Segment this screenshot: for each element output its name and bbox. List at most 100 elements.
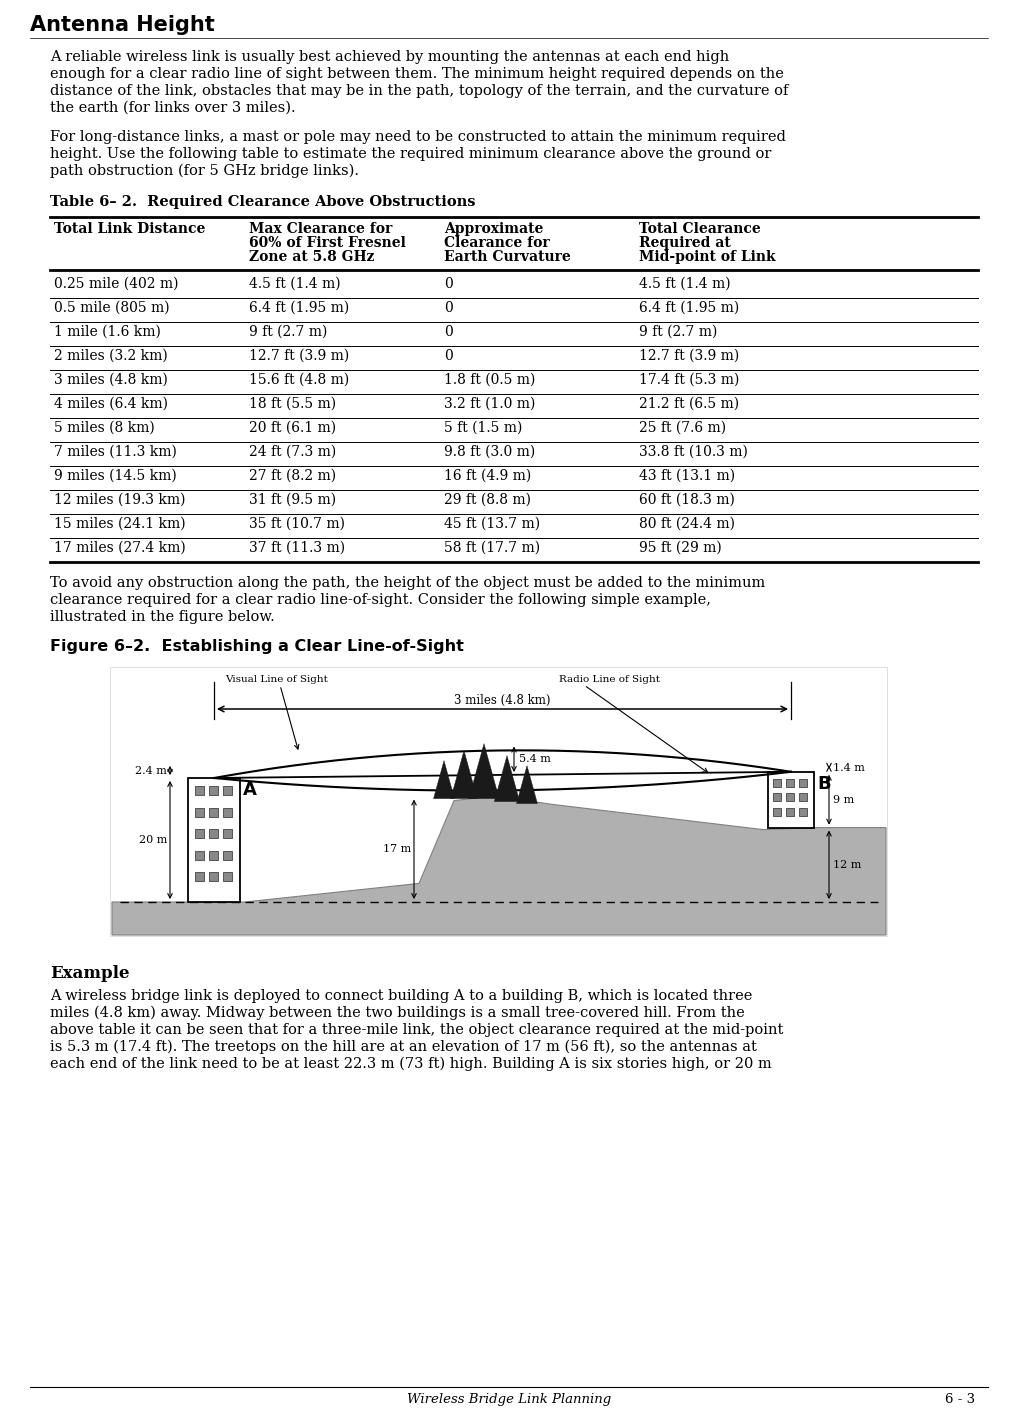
- Text: For long-distance links, a mast or pole may need to be constructed to attain the: For long-distance links, a mast or pole …: [50, 130, 786, 144]
- Text: 20 m: 20 m: [138, 835, 167, 845]
- Bar: [786, 808, 794, 816]
- Polygon shape: [495, 756, 519, 802]
- Text: 9 m: 9 m: [833, 795, 854, 805]
- Polygon shape: [516, 766, 538, 804]
- Text: above table it can be seen that for a three-mile link, the object clearance requ: above table it can be seen that for a th…: [50, 1024, 784, 1036]
- Text: 1 mile (1.6 km): 1 mile (1.6 km): [54, 324, 161, 338]
- Text: 5 ft (1.5 m): 5 ft (1.5 m): [444, 422, 522, 436]
- Text: Example: Example: [50, 964, 129, 981]
- Bar: [773, 808, 781, 816]
- Text: Radio Line of Sight: Radio Line of Sight: [559, 675, 660, 684]
- Bar: [799, 808, 807, 816]
- Text: the earth (for links over 3 miles).: the earth (for links over 3 miles).: [50, 102, 295, 116]
- Text: 20 ft (6.1 m): 20 ft (6.1 m): [249, 422, 336, 436]
- Text: 12.7 ft (3.9 m): 12.7 ft (3.9 m): [249, 350, 349, 362]
- Bar: [209, 785, 218, 795]
- Bar: [188, 778, 240, 902]
- Bar: [223, 829, 232, 838]
- Text: 3 miles (4.8 km): 3 miles (4.8 km): [54, 374, 168, 386]
- Text: Figure 6–2.  Establishing a Clear Line-of-Sight: Figure 6–2. Establishing a Clear Line-of…: [50, 639, 464, 654]
- Text: Mid-point of Link: Mid-point of Link: [639, 250, 776, 264]
- Text: 31 ft (9.5 m): 31 ft (9.5 m): [249, 493, 336, 508]
- Text: Antenna Height: Antenna Height: [30, 16, 215, 35]
- Text: 4 miles (6.4 km): 4 miles (6.4 km): [54, 398, 168, 410]
- Bar: [111, 668, 887, 936]
- Text: 12.7 ft (3.9 m): 12.7 ft (3.9 m): [639, 350, 739, 362]
- Polygon shape: [112, 797, 886, 935]
- Bar: [195, 785, 204, 795]
- Text: 24 ft (7.3 m): 24 ft (7.3 m): [249, 446, 336, 460]
- Bar: [195, 873, 204, 881]
- Text: distance of the link, obstacles that may be in the path, topology of the terrain: distance of the link, obstacles that may…: [50, 85, 788, 99]
- Text: 9 ft (2.7 m): 9 ft (2.7 m): [249, 324, 328, 338]
- Text: path obstruction (for 5 GHz bridge links).: path obstruction (for 5 GHz bridge links…: [50, 164, 359, 179]
- Bar: [786, 794, 794, 801]
- Text: Table 6– 2.  Required Clearance Above Obstructions: Table 6– 2. Required Clearance Above Obs…: [50, 195, 475, 209]
- Text: 3 miles (4.8 km): 3 miles (4.8 km): [454, 694, 551, 706]
- Text: 17 m: 17 m: [383, 845, 411, 854]
- Text: 9.8 ft (3.0 m): 9.8 ft (3.0 m): [444, 446, 535, 460]
- Text: each end of the link need to be at least 22.3 m (73 ft) high. Building A is six : each end of the link need to be at least…: [50, 1058, 772, 1072]
- Bar: [209, 850, 218, 860]
- Bar: [799, 778, 807, 787]
- Text: 37 ft (11.3 m): 37 ft (11.3 m): [249, 541, 345, 556]
- Text: 1.4 m: 1.4 m: [833, 763, 865, 773]
- Text: A: A: [243, 781, 257, 799]
- Text: 0: 0: [444, 276, 453, 290]
- Bar: [223, 850, 232, 860]
- Bar: [110, 667, 888, 938]
- Bar: [223, 873, 232, 881]
- Text: Wireless Bridge Link Planning: Wireless Bridge Link Planning: [407, 1393, 611, 1406]
- Text: A reliable wireless link is usually best achieved by mounting the antennas at ea: A reliable wireless link is usually best…: [50, 49, 729, 63]
- Text: To avoid any obstruction along the path, the height of the object must be added : To avoid any obstruction along the path,…: [50, 577, 766, 589]
- Text: Clearance for: Clearance for: [444, 235, 550, 250]
- Polygon shape: [469, 743, 499, 798]
- Text: Earth Curvature: Earth Curvature: [444, 250, 571, 264]
- Text: 35 ft (10.7 m): 35 ft (10.7 m): [249, 517, 345, 532]
- Text: clearance required for a clear radio line-of-sight. Consider the following simpl: clearance required for a clear radio lin…: [50, 594, 711, 606]
- Text: 7 miles (11.3 km): 7 miles (11.3 km): [54, 446, 177, 460]
- Text: 2 miles (3.2 km): 2 miles (3.2 km): [54, 350, 168, 362]
- Text: 45 ft (13.7 m): 45 ft (13.7 m): [444, 517, 541, 532]
- Text: 4.5 ft (1.4 m): 4.5 ft (1.4 m): [639, 276, 731, 290]
- Bar: [209, 873, 218, 881]
- Text: enough for a clear radio line of sight between them. The minimum height required: enough for a clear radio line of sight b…: [50, 68, 784, 80]
- Text: 27 ft (8.2 m): 27 ft (8.2 m): [249, 470, 336, 484]
- Text: Total Link Distance: Total Link Distance: [54, 221, 206, 235]
- Bar: [773, 794, 781, 801]
- Text: 21.2 ft (6.5 m): 21.2 ft (6.5 m): [639, 398, 739, 410]
- Text: 43 ft (13.1 m): 43 ft (13.1 m): [639, 470, 735, 484]
- Text: Approximate: Approximate: [444, 221, 544, 235]
- Text: 3.2 ft (1.0 m): 3.2 ft (1.0 m): [444, 398, 535, 410]
- Bar: [223, 785, 232, 795]
- Bar: [195, 850, 204, 860]
- Bar: [786, 778, 794, 787]
- Text: 2.4 m: 2.4 m: [135, 766, 167, 776]
- Text: 6 - 3: 6 - 3: [945, 1393, 975, 1406]
- Polygon shape: [434, 760, 454, 798]
- Text: 17 miles (27.4 km): 17 miles (27.4 km): [54, 541, 185, 556]
- Text: 58 ft (17.7 m): 58 ft (17.7 m): [444, 541, 541, 556]
- Text: Required at: Required at: [639, 235, 731, 250]
- Polygon shape: [451, 750, 477, 798]
- Text: Total Clearance: Total Clearance: [639, 221, 760, 235]
- Text: Zone at 5.8 GHz: Zone at 5.8 GHz: [249, 250, 375, 264]
- Text: height. Use the following table to estimate the required minimum clearance above: height. Use the following table to estim…: [50, 147, 772, 161]
- Text: 4.5 ft (1.4 m): 4.5 ft (1.4 m): [249, 276, 341, 290]
- Text: 17.4 ft (5.3 m): 17.4 ft (5.3 m): [639, 374, 739, 386]
- Text: 5 miles (8 km): 5 miles (8 km): [54, 422, 155, 436]
- Text: A wireless bridge link is deployed to connect building A to a building B, which : A wireless bridge link is deployed to co…: [50, 988, 752, 1003]
- Text: 12 miles (19.3 km): 12 miles (19.3 km): [54, 493, 185, 508]
- Text: 1.8 ft (0.5 m): 1.8 ft (0.5 m): [444, 374, 535, 386]
- Text: 0: 0: [444, 300, 453, 314]
- Text: 0.5 mile (805 m): 0.5 mile (805 m): [54, 300, 170, 314]
- Text: 95 ft (29 m): 95 ft (29 m): [639, 541, 722, 556]
- Text: 16 ft (4.9 m): 16 ft (4.9 m): [444, 470, 531, 484]
- Text: 5.4 m: 5.4 m: [519, 754, 551, 764]
- Bar: [768, 771, 814, 828]
- Text: 0: 0: [444, 324, 453, 338]
- Bar: [195, 829, 204, 838]
- Bar: [223, 808, 232, 816]
- Text: 25 ft (7.6 m): 25 ft (7.6 m): [639, 422, 726, 436]
- Text: 15.6 ft (4.8 m): 15.6 ft (4.8 m): [249, 374, 349, 386]
